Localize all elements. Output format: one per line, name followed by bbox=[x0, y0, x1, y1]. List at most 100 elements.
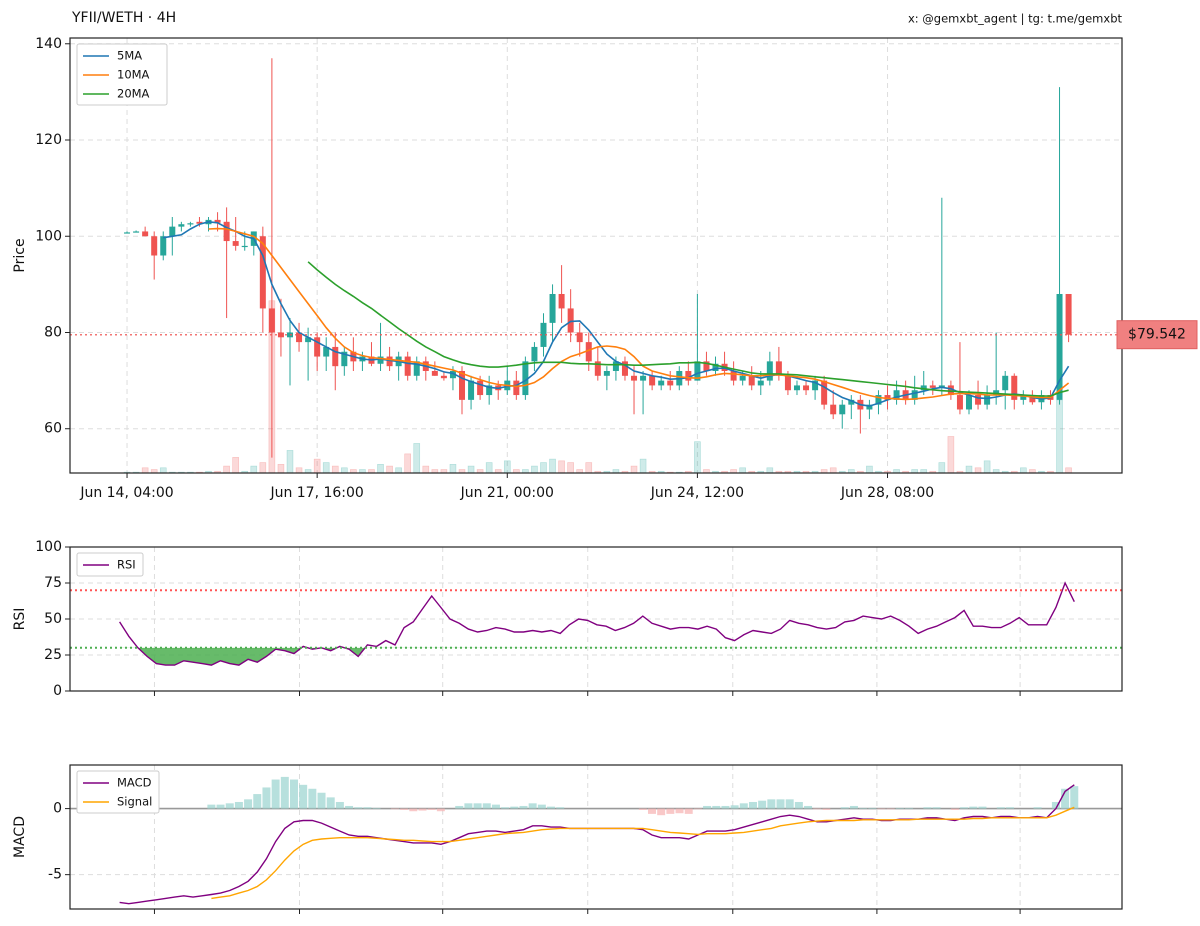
candle-body bbox=[1002, 375, 1009, 391]
histogram-bar bbox=[519, 805, 528, 809]
y-tick-label: 0 bbox=[53, 801, 62, 817]
histogram-bar bbox=[703, 805, 712, 809]
candle-body bbox=[305, 337, 312, 343]
volume-bar bbox=[694, 441, 701, 473]
candle-body bbox=[875, 395, 882, 405]
candle-body bbox=[531, 346, 538, 362]
y-axis-label: RSI bbox=[12, 608, 28, 631]
oversold-fill bbox=[119, 647, 1075, 666]
volume-bar bbox=[630, 465, 638, 473]
candle-body bbox=[241, 245, 248, 248]
candle-body bbox=[830, 404, 837, 415]
candle-body bbox=[757, 380, 764, 386]
histogram-bar bbox=[960, 807, 969, 809]
y-tick-label: 100 bbox=[35, 228, 62, 244]
last-price-box bbox=[1116, 320, 1198, 350]
volume-bar bbox=[485, 462, 493, 473]
volume-bar bbox=[956, 470, 964, 473]
legend-label: 20MA bbox=[117, 87, 150, 101]
y-tick-label: 75 bbox=[44, 575, 62, 591]
y-tick-label: 0 bbox=[53, 683, 62, 699]
histogram-bar bbox=[299, 784, 308, 809]
legend-box bbox=[76, 552, 144, 577]
candle-body bbox=[993, 390, 1000, 396]
histogram-bar bbox=[978, 806, 987, 809]
candle-body bbox=[649, 375, 656, 386]
chart-title: YFII/WETH · 4H bbox=[71, 10, 176, 26]
histogram-bar bbox=[849, 805, 858, 809]
volume-bar bbox=[838, 470, 846, 473]
candle-body bbox=[585, 342, 592, 362]
candle-body bbox=[151, 236, 158, 256]
histogram-bar bbox=[950, 808, 959, 810]
candle-body bbox=[223, 221, 230, 242]
series-line bbox=[208, 227, 1070, 401]
y-tick-label: 60 bbox=[44, 421, 62, 437]
candle-body bbox=[621, 361, 628, 376]
volume-bar bbox=[286, 450, 294, 473]
candle-body bbox=[187, 223, 194, 225]
y-tick-label: 140 bbox=[35, 36, 62, 52]
candle-body bbox=[178, 224, 185, 227]
histogram-bar bbox=[1051, 801, 1060, 809]
x-tick-label: Jun 17, 16:00 bbox=[269, 485, 363, 501]
x-tick-label: Jun 28, 08:00 bbox=[840, 485, 934, 501]
candle-body bbox=[196, 221, 203, 224]
x-tick-label: Jun 24, 12:00 bbox=[650, 485, 744, 501]
histogram-bar bbox=[455, 805, 464, 809]
histogram-bar bbox=[813, 808, 822, 810]
histogram-bar bbox=[657, 808, 666, 816]
candle-body bbox=[730, 370, 737, 381]
histogram-bar bbox=[721, 805, 730, 809]
candle-body bbox=[477, 380, 484, 396]
histogram-bar bbox=[1061, 788, 1070, 809]
candle-body bbox=[296, 332, 303, 343]
histogram-bar bbox=[372, 807, 381, 809]
candle-body bbox=[612, 361, 619, 371]
candle-body bbox=[766, 361, 773, 381]
histogram-bar bbox=[996, 807, 1005, 809]
candle-body bbox=[793, 385, 800, 391]
legend-label: 10MA bbox=[117, 68, 150, 82]
volume-bar bbox=[549, 458, 556, 473]
volume-bar bbox=[1038, 470, 1045, 473]
volume-bar bbox=[503, 460, 511, 473]
volume-bar bbox=[259, 462, 267, 473]
series-line bbox=[307, 261, 1069, 397]
volume-bar bbox=[1001, 470, 1009, 473]
histogram-bar bbox=[748, 801, 757, 809]
histogram-bar bbox=[345, 805, 354, 809]
candle-body bbox=[413, 361, 420, 376]
volume-bar bbox=[1010, 470, 1018, 473]
candle-body bbox=[640, 375, 647, 381]
histogram-bar bbox=[647, 808, 656, 814]
volume-bar bbox=[159, 467, 167, 473]
histogram-bar bbox=[537, 804, 546, 809]
candle-body bbox=[812, 380, 819, 391]
legend-label: Signal bbox=[117, 795, 152, 809]
histogram-bar bbox=[501, 807, 510, 809]
y-tick-label: -5 bbox=[48, 867, 62, 883]
histogram-bar bbox=[473, 803, 482, 809]
plot-frame bbox=[69, 546, 1123, 692]
candle-body bbox=[522, 361, 529, 396]
volume-bar bbox=[793, 470, 801, 473]
volume-bar bbox=[766, 467, 774, 473]
histogram-bar bbox=[1070, 786, 1079, 809]
volume-bar bbox=[567, 462, 574, 473]
histogram-bar bbox=[418, 808, 427, 811]
histogram-bar bbox=[244, 799, 253, 809]
legend-label: 5MA bbox=[117, 49, 142, 63]
volume-bar bbox=[386, 465, 393, 473]
histogram-bar bbox=[289, 779, 298, 809]
volume-bar bbox=[866, 465, 873, 473]
histogram-bar bbox=[225, 803, 234, 809]
plot-frame bbox=[69, 764, 1123, 910]
histogram-bar bbox=[877, 808, 886, 810]
candle-body bbox=[920, 385, 927, 391]
histogram-bar bbox=[712, 805, 721, 809]
volume-bar bbox=[277, 463, 285, 473]
volume-bar bbox=[685, 470, 692, 473]
volume-bar bbox=[784, 470, 792, 473]
